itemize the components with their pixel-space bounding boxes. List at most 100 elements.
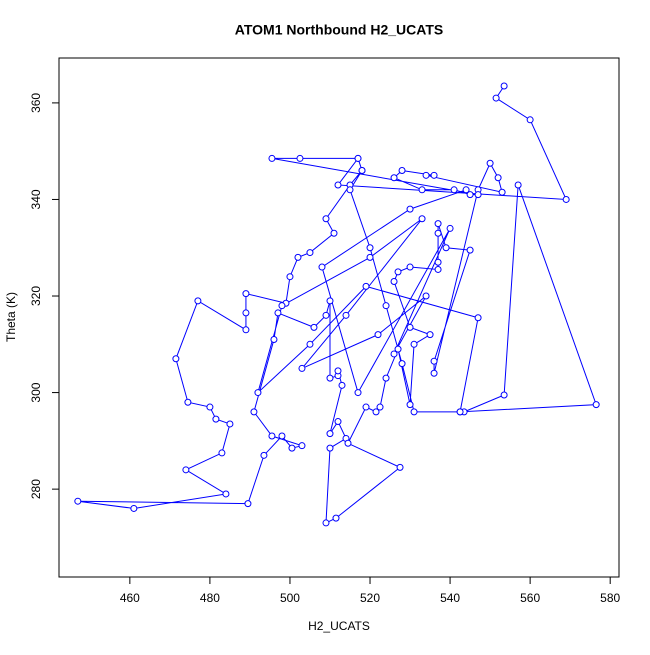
point [184, 398, 192, 406]
point [376, 403, 384, 411]
point [422, 292, 430, 300]
x-tick-label: 540 [440, 591, 460, 605]
y-axis-label: Theta (K) [4, 292, 18, 342]
point [466, 246, 474, 254]
point [298, 442, 306, 450]
point [430, 369, 438, 377]
point [206, 403, 214, 411]
point [342, 311, 350, 319]
point [222, 490, 230, 498]
y-tick-label: 300 [29, 382, 43, 402]
point [430, 357, 438, 365]
point [426, 331, 434, 339]
point [366, 244, 374, 252]
point [382, 302, 390, 310]
y-tick-label: 280 [29, 479, 43, 499]
point [410, 340, 418, 348]
point [322, 215, 330, 223]
point [294, 253, 302, 261]
point [268, 154, 276, 162]
point [390, 174, 398, 182]
point [430, 171, 438, 179]
point [398, 166, 406, 174]
y-tick-label: 340 [29, 189, 43, 209]
point [514, 181, 522, 189]
point [182, 466, 190, 474]
x-tick-label: 520 [360, 591, 380, 605]
point [500, 391, 508, 399]
point [334, 367, 342, 375]
point [442, 244, 450, 252]
point [306, 249, 314, 257]
point [398, 360, 406, 368]
point [362, 403, 370, 411]
point [492, 94, 500, 102]
point [286, 273, 294, 281]
point [318, 263, 326, 271]
point [406, 205, 414, 213]
point [268, 432, 276, 440]
point [130, 504, 138, 512]
point [288, 444, 296, 452]
point [254, 389, 262, 397]
point [592, 401, 600, 409]
point [434, 220, 442, 228]
point [244, 500, 252, 508]
point [396, 463, 404, 471]
point [172, 355, 180, 363]
x-tick-label: 460 [120, 591, 140, 605]
plot-frame [58, 57, 620, 578]
point [326, 297, 334, 305]
point [278, 432, 286, 440]
point [434, 229, 442, 237]
chart-title: ATOM1 Northbound H2_UCATS [235, 22, 443, 38]
point [326, 444, 334, 452]
point [242, 290, 250, 298]
point [242, 309, 250, 317]
point [218, 449, 226, 457]
point [358, 166, 366, 174]
y-tick-label: 320 [29, 286, 43, 306]
point [418, 186, 426, 194]
point [306, 340, 314, 348]
point [334, 181, 342, 189]
point [500, 82, 508, 90]
point [434, 265, 442, 273]
point [296, 154, 304, 162]
point [462, 186, 470, 194]
point [326, 430, 334, 438]
point [418, 215, 426, 223]
point [310, 323, 318, 331]
x-tick-label: 480 [200, 591, 220, 605]
x-tick-label: 500 [280, 591, 300, 605]
point [410, 408, 418, 416]
point [362, 282, 370, 290]
point [498, 188, 506, 196]
point [322, 311, 330, 319]
point [494, 174, 502, 182]
point [298, 364, 306, 372]
x-axis-label: H2_UCATS [308, 619, 370, 633]
point [526, 116, 534, 124]
point [354, 389, 362, 397]
point [212, 415, 220, 423]
point [332, 514, 340, 522]
point [338, 381, 346, 389]
point [406, 323, 414, 331]
point [406, 263, 414, 271]
point [242, 326, 250, 334]
point [366, 253, 374, 261]
point [390, 278, 398, 286]
point [330, 229, 338, 237]
point [260, 451, 268, 459]
point [194, 297, 202, 305]
point [422, 171, 430, 179]
point [226, 420, 234, 428]
point [486, 159, 494, 167]
point [474, 191, 482, 199]
point [374, 331, 382, 339]
point [372, 408, 380, 416]
point [446, 224, 454, 232]
